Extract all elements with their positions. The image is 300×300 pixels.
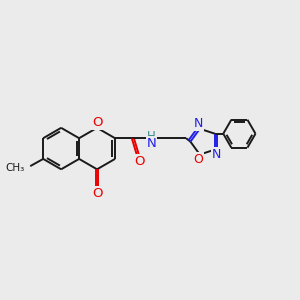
Text: CH₃: CH₃: [6, 164, 25, 173]
Text: N: N: [147, 137, 156, 151]
Text: O: O: [194, 153, 203, 166]
Text: H: H: [147, 130, 156, 143]
Text: N: N: [194, 117, 203, 130]
Text: O: O: [134, 155, 145, 168]
Text: O: O: [92, 116, 102, 129]
Text: O: O: [92, 187, 102, 200]
Text: N: N: [212, 148, 221, 161]
